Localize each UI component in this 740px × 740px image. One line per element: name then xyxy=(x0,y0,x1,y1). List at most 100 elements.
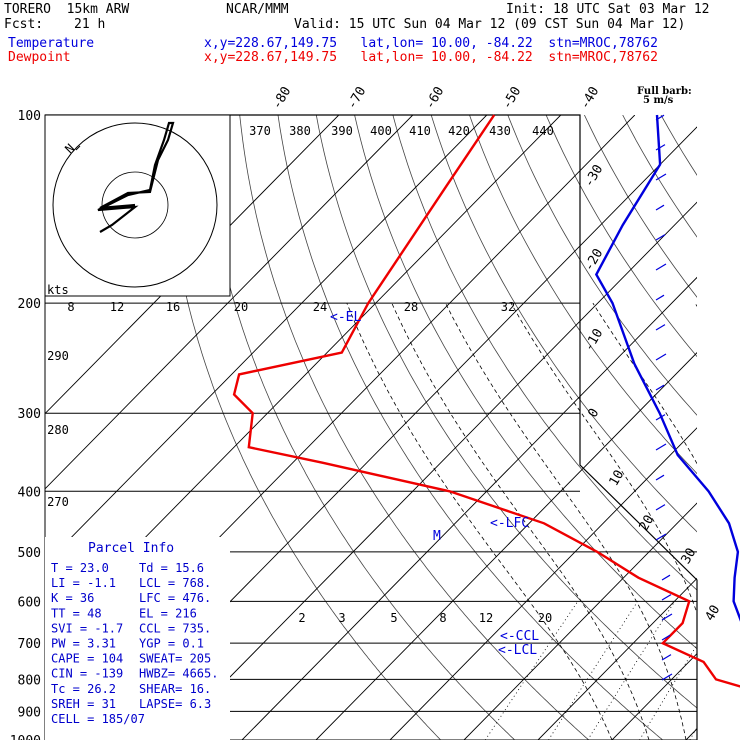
isotherm xyxy=(463,502,697,740)
parcel-row-right: Td = 15.6 xyxy=(139,561,204,575)
dry-adiabat xyxy=(660,115,697,176)
dewpoint-trace xyxy=(232,114,740,688)
hodograph-speed-label: 20 xyxy=(234,300,248,314)
theta-label: 410 xyxy=(409,124,431,138)
parcel-row-right: EL = 216 xyxy=(139,606,197,620)
wind-barb xyxy=(655,294,665,301)
wind-barb xyxy=(655,324,666,331)
wind-barb xyxy=(661,673,673,681)
dry-adiabat xyxy=(584,115,697,298)
parcel-row-right: YGP = 0.1 xyxy=(139,637,204,651)
wind-barb xyxy=(655,384,665,391)
hodograph-frame xyxy=(44,114,231,297)
temperature-legend: Temperature xyxy=(8,36,95,51)
temperature-label: -30 xyxy=(582,162,607,190)
pressure-label: 400 xyxy=(18,485,41,500)
hodograph-speed-label: 32 xyxy=(501,300,515,314)
mixing-ratio-label: 12 xyxy=(479,611,493,625)
wind-barb xyxy=(661,574,671,581)
m-marker: M xyxy=(433,529,441,544)
dry-adiabat xyxy=(545,115,697,358)
temperature-label: -10 xyxy=(582,326,607,354)
dewpoint-legend: Dewpoint xyxy=(8,50,71,65)
isotherm xyxy=(389,427,697,740)
mixing-ratio-line xyxy=(548,601,639,740)
pressure-label: 300 xyxy=(18,407,41,422)
dry-adiabat xyxy=(201,115,515,740)
parcel-row-right: LAPSE= 6.3 xyxy=(139,697,211,711)
parcel-row-right: LFC = 476. xyxy=(139,591,211,605)
pressure-label: 900 xyxy=(18,705,41,720)
moist-adiabat xyxy=(510,302,697,615)
dry-adiabat xyxy=(699,115,740,740)
fcst-value: 21 h xyxy=(74,17,106,32)
temperature-label: 20 xyxy=(637,513,658,534)
isotherm xyxy=(537,577,697,740)
parcel-row-left: CIN = -139 xyxy=(51,667,123,681)
hodograph-speed-label: 12 xyxy=(110,300,124,314)
parcel-row-left: LI = -1.1 xyxy=(51,576,116,590)
hodograph-speed-label: 24 xyxy=(313,300,327,314)
hodograph-speed-label: 28 xyxy=(404,300,418,314)
parcel-info-box: Parcel Info T = 23.0 Td = 15.6 LI = -1.1 LC… xyxy=(45,537,230,740)
hodograph: N xyxy=(44,114,231,297)
temperature-label: -60 xyxy=(423,84,448,112)
temperature-label: -70 xyxy=(345,84,370,112)
parcel-row-right: HWBZ= 4665. xyxy=(139,667,218,681)
hodograph-trace xyxy=(97,121,175,233)
isotherm xyxy=(315,352,697,740)
hodograph-ring-inner xyxy=(101,171,169,239)
isotherm xyxy=(611,652,697,740)
temperature-label: -50 xyxy=(500,84,525,112)
pressure-label: 600 xyxy=(18,595,41,610)
theta-label: 280 xyxy=(47,423,69,437)
parcel-row-left: Tc = 26.2 xyxy=(51,682,116,696)
dewpoint-location: x,y=228.67,149.75 lat,lon= 10.00, -84.22… xyxy=(204,50,658,65)
model-label: TORERO 15km ARW xyxy=(4,2,130,17)
wind-barb xyxy=(655,114,665,121)
theta-label: 370 xyxy=(249,124,271,138)
temperature-label: -80 xyxy=(270,84,295,112)
isotherm xyxy=(167,201,697,740)
hodograph-kts-label: kts xyxy=(47,283,69,297)
dry-adiabat xyxy=(430,115,697,533)
dry-adiabat xyxy=(277,115,663,740)
temperature-location: x,y=228.67,149.75 lat,lon= 10.00, -84.22… xyxy=(204,36,658,51)
mixing-ratio-label: 2 xyxy=(298,611,305,625)
parcel-row-left: K = 36 xyxy=(51,591,94,605)
wind-barb xyxy=(655,173,667,181)
theta-label: 380 xyxy=(289,124,311,138)
isotherm xyxy=(45,115,414,490)
parcel-row-left: TT = 48 xyxy=(51,606,102,620)
dry-adiabat xyxy=(469,115,697,475)
theta-label: 430 xyxy=(489,124,511,138)
mixing-ratio-line xyxy=(735,601,740,740)
theta-label: 270 xyxy=(47,495,69,509)
el-marker: <-EL xyxy=(330,310,361,325)
theta-label: 440 xyxy=(532,124,554,138)
wind-barb xyxy=(655,353,667,361)
moist-adiabat xyxy=(592,302,697,465)
theta-label: 400 xyxy=(370,124,392,138)
parcel-row-left: CELL = 185/07 xyxy=(51,712,145,726)
wind-barb xyxy=(655,443,667,451)
wind-barb xyxy=(655,533,667,541)
ccl-marker: <-CCL xyxy=(500,629,539,644)
parcel-row-left: CAPE = 104 xyxy=(51,652,123,666)
moist-adiabat xyxy=(346,302,613,740)
parcel-row-left: T = 23.0 xyxy=(51,561,109,575)
barb-unit: 5 m/s xyxy=(643,95,674,106)
mixing-ratio-line xyxy=(484,601,579,740)
temperature-label: -40 xyxy=(578,84,603,112)
dry-adiabat xyxy=(392,115,697,591)
dry-adiabat xyxy=(162,115,441,740)
isotherm xyxy=(45,115,488,565)
wind-barb xyxy=(655,204,665,211)
lfc-marker: <-LFC xyxy=(490,516,529,531)
wind-barb xyxy=(661,594,672,601)
parcel-row-right: SHEAR= 16. xyxy=(139,682,211,696)
dry-adiabat xyxy=(354,115,697,650)
hodograph-speed-label: 16 xyxy=(166,300,180,314)
temperature-label: 10 xyxy=(607,468,628,489)
pressure-label: 500 xyxy=(18,546,41,561)
